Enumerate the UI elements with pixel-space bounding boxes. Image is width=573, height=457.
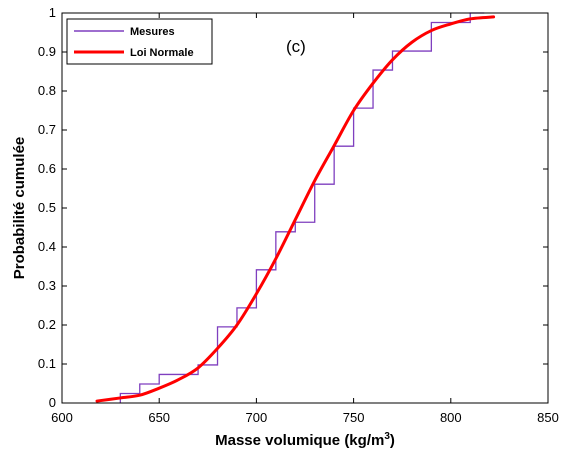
y-tick-label: 0.3 <box>38 278 56 293</box>
y-tick-label: 0.2 <box>38 317 56 332</box>
legend-label-mesures: Mesures <box>130 26 175 38</box>
y-tick-label: 0.8 <box>38 83 56 98</box>
y-tick-label: 0.4 <box>38 239 56 254</box>
y-tick-label: 0.6 <box>38 161 56 176</box>
series-marks <box>95 12 496 403</box>
x-axis-label: Masse volumique (kg/m3) <box>215 431 395 449</box>
x-tick-label: 700 <box>246 410 268 425</box>
legend-box <box>66 18 213 65</box>
x-tick-label: 800 <box>440 410 462 425</box>
plot-area <box>62 13 548 403</box>
x-axis-label-superscript: 3 <box>384 431 390 442</box>
y-tick-label: 0.5 <box>38 200 56 215</box>
panel-label: (c) <box>286 37 306 56</box>
x-tick-label: 750 <box>343 410 365 425</box>
y-tick-label: 0 <box>49 395 56 410</box>
x-tick-label: 850 <box>537 410 559 425</box>
x-tick-label: 650 <box>148 410 170 425</box>
series-loi-normale-line <box>95 15 496 403</box>
x-tick-label: 600 <box>51 410 73 425</box>
y-tick-label: 0.9 <box>38 44 56 59</box>
y-tick-label: 1 <box>49 5 56 20</box>
y-tick-label: 0.1 <box>38 356 56 371</box>
series-mesures-step <box>119 12 485 403</box>
legend-label-loi-normale: Loi Normale <box>130 47 194 59</box>
legend: Mesures Loi Normale <box>66 18 213 65</box>
ticks: 600 650 700 750 800 850 0 0.1 0.2 0.3 0.4 0.5 0.6 0.7… <box>38 5 559 425</box>
y-tick-label: 0.7 <box>38 122 56 137</box>
y-axis-label: Probabilité cumulée <box>11 137 28 280</box>
